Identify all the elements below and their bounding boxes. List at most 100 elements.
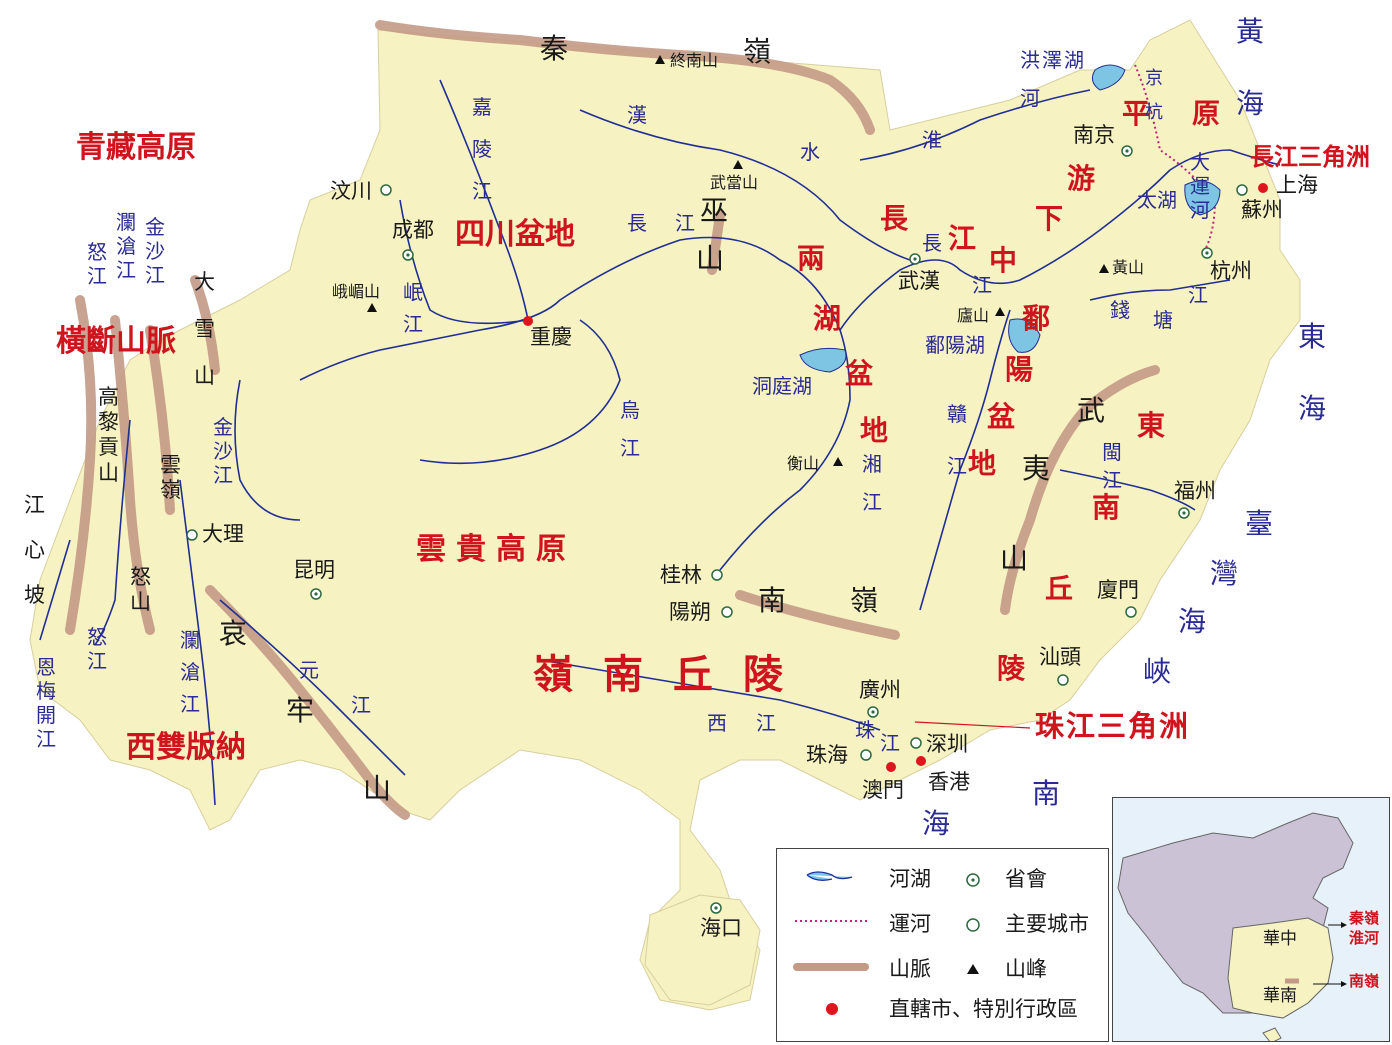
- label-wudang: 武當山: [710, 173, 759, 192]
- peak-lushan: [995, 307, 1005, 316]
- hongze-lake: [1091, 64, 1126, 91]
- label-suzhou: 蘇州: [1241, 198, 1283, 222]
- wushan-range: [707, 210, 725, 275]
- peak-emei: [367, 303, 377, 312]
- legend-provincial-capital: 省會: [1005, 867, 1047, 891]
- label-hongze: 洪澤湖: [1020, 48, 1086, 72]
- inset-huanan: 華南: [1263, 986, 1297, 1006]
- legend-municipality: 直轄市、特別行政區: [889, 997, 1078, 1021]
- min-river: [399, 199, 529, 325]
- muni-hongkong: [916, 756, 926, 766]
- legend-symbols: [793, 871, 980, 1015]
- peak-zhongnan: [655, 55, 665, 64]
- muni-macau: [886, 762, 896, 772]
- xiang-river: [719, 329, 851, 571]
- label-shanghai: 上海: [1276, 173, 1318, 197]
- label-shantou: 汕頭: [1039, 645, 1081, 669]
- hengduan-3: [145, 325, 175, 515]
- city-xiamen: [1125, 606, 1137, 618]
- label-kunming: 昆明: [293, 558, 335, 582]
- legend-major-city: 主要城市: [1005, 912, 1089, 936]
- rivers: [39, 79, 1281, 806]
- peak-huangshan: [1099, 264, 1109, 273]
- label-yungui: 雲貴高原: [416, 532, 576, 567]
- city-dali: [186, 529, 198, 541]
- label-qinghai-tibet: 青藏高原: [76, 130, 196, 165]
- huai-river: [859, 89, 1091, 161]
- city-zhuhai: [860, 749, 872, 761]
- qiantang-river: [1089, 279, 1231, 301]
- jialing-river: [439, 79, 529, 321]
- hengduan-2: [110, 315, 155, 635]
- label-zhongnan: 終南山: [670, 51, 719, 70]
- city-wenchuan: [380, 184, 392, 196]
- label-macau: 澳門: [862, 778, 904, 802]
- qinling-range: [375, 20, 875, 135]
- municipalities: [523, 183, 1268, 772]
- jinsha-river: [234, 379, 301, 521]
- label-haikou: 海口: [700, 916, 742, 940]
- label-shenzhen: 深圳: [926, 732, 968, 756]
- legend-canal: 運河: [889, 912, 931, 936]
- inset-qinling: 秦嶺: [1349, 909, 1380, 927]
- inset-nanling: 南嶺: [1349, 972, 1380, 990]
- yangtze-river: [299, 149, 1281, 381]
- label-wenchuan: 汶川: [330, 179, 372, 203]
- label-hongkong: 香港: [928, 770, 970, 794]
- daxue-range: [190, 275, 220, 375]
- nanling-range: [735, 590, 900, 640]
- muni-chongqing: [523, 316, 533, 326]
- label-poyang-lake: 鄱陽湖: [925, 333, 985, 357]
- hainan-island: [644, 894, 761, 1006]
- label-hangzhou: 杭州: [1210, 259, 1252, 283]
- wuyi-range: [1000, 365, 1160, 615]
- peak-hengshan: [833, 457, 843, 466]
- legend: 河湖 省會 運河 主要城市 山脈 山峰 直轄市、特別行政區: [776, 848, 1109, 1042]
- label-dali: 大理: [202, 522, 244, 546]
- tai-lake: [1184, 180, 1221, 216]
- dongting-lake: [799, 347, 847, 373]
- city-guilin: [711, 569, 723, 581]
- label-fuzhou: 福州: [1174, 479, 1216, 503]
- peak-wudang: [733, 160, 743, 169]
- peaks: [367, 55, 1109, 466]
- label-xiamen: 廈門: [1097, 578, 1139, 602]
- lakes: [799, 64, 1221, 373]
- label-guangzhou: 廣州: [859, 678, 901, 702]
- land-mass: [29, 19, 1301, 1011]
- poyang-lake: [1008, 318, 1041, 353]
- major-cities: [186, 184, 1248, 761]
- wu-river: [419, 319, 621, 465]
- label-yangtze-delta: 長江三角洲: [1250, 143, 1370, 171]
- yuan-river: [219, 599, 406, 776]
- label-emei: 峨嵋山: [332, 282, 381, 301]
- lancang-river: [179, 479, 216, 806]
- legend-peak: 山峰: [1005, 957, 1047, 981]
- ailao-range: [205, 585, 410, 820]
- grand-canal: [1134, 64, 1217, 251]
- label-sichuan-basin: 四川盆地: [455, 217, 575, 252]
- label-zhuhai: 珠海: [806, 743, 848, 767]
- label-pearl-delta: 珠江三角洲: [1035, 709, 1191, 743]
- label-dongting: 洞庭湖: [752, 374, 812, 398]
- label-chongqing: 重慶: [530, 325, 572, 349]
- label-hengshan: 衡山: [787, 454, 820, 473]
- mountain-ranges: [65, 20, 1160, 820]
- city-shenzhen: [910, 737, 922, 749]
- label-lushan: 廬山: [957, 306, 990, 325]
- muni-shanghai: [1258, 183, 1268, 193]
- xi-river: [539, 659, 881, 731]
- label-wuhan: 武漢: [898, 269, 940, 293]
- city-suzhou: [1236, 184, 1248, 196]
- pearl-delta-leader: [914, 721, 1031, 729]
- nu-river: [94, 419, 131, 646]
- gan-river: [919, 309, 1011, 611]
- hengduan-1: [65, 295, 97, 635]
- label-yangshuo: 陽朔: [669, 600, 711, 624]
- han-river: [579, 109, 911, 261]
- inset-huaihe: 淮河: [1349, 929, 1380, 947]
- inset-china-shape: [1117, 812, 1354, 1041]
- label-taihu: 太湖: [1137, 188, 1177, 212]
- city-yangshuo: [721, 606, 733, 618]
